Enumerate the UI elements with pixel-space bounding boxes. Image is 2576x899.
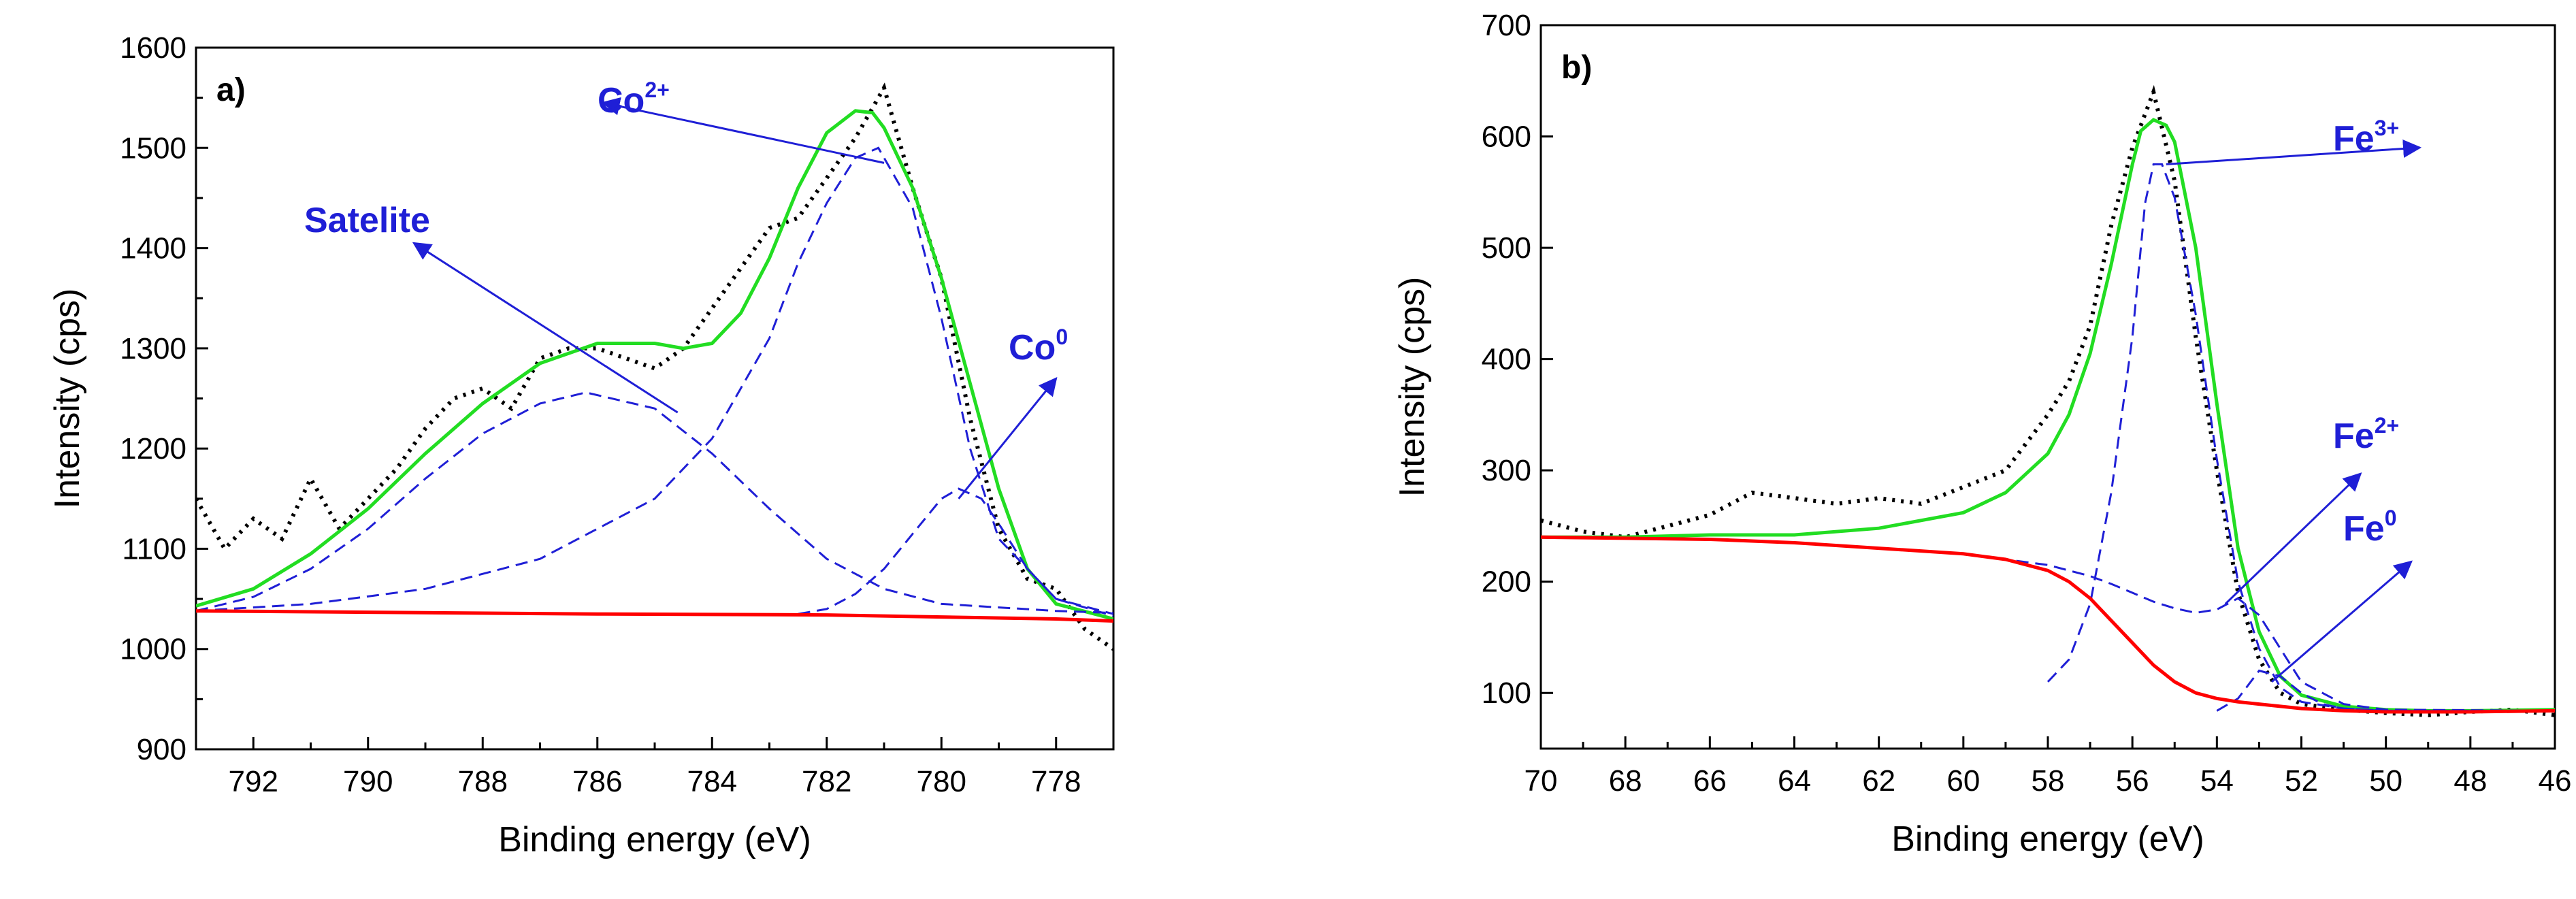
panel-b-envelope-fit <box>1541 118 2555 713</box>
panel-b-y-tick-label: 200 <box>1482 566 1531 599</box>
panel-a-y-tick-label: 1100 <box>122 532 186 566</box>
panel-a-experimental-series <box>196 82 1113 651</box>
panel-a-y-tick-label: 1600 <box>120 31 186 65</box>
panel-b-x-tick-label: 52 <box>2285 764 2318 798</box>
panel-b-y-tick-label: 500 <box>1482 231 1531 265</box>
panel-b-y-tick-label: 400 <box>1482 343 1531 376</box>
panel-b-x-tick-label: 66 <box>1693 764 1727 798</box>
panel-a-y-tick-label: 1200 <box>120 432 186 465</box>
panel-a-y-axis-title: Intensity (cps) <box>48 289 87 509</box>
panel-a-background-line <box>196 609 1113 623</box>
panel-b-x-tick-label: 50 <box>2369 764 2402 798</box>
panel-b-x-tick-label: 62 <box>1862 764 1895 798</box>
panel-a-annotation-sup-co2-: 2+ <box>645 78 669 102</box>
panel-a-x-tick-label: 778 <box>1031 765 1081 798</box>
panel-a-x-tick-label: 780 <box>917 765 966 798</box>
panel-a-y-tick-label: 1000 <box>120 633 186 666</box>
panel-b-chart: 70 68 66 64 62 60 58 56 54 52 50 48 46 100 200 300 400 50… <box>1392 9 2571 859</box>
panel-b-experimental-series <box>1541 84 2555 717</box>
panel-b-y-tick-label: 300 <box>1482 454 1531 487</box>
panel-a-x-tick-label: 782 <box>802 765 851 798</box>
panel-a-chart: 792 790 788 786 784 782 780 778 900 1000 1100 1200 1… <box>48 31 1115 860</box>
panel-a-x-tick-label: 792 <box>229 765 278 798</box>
panel-b-plot-frame <box>1539 24 2556 750</box>
panel-b-y-tick-label: 700 <box>1482 9 1531 42</box>
panel-b-component-fe2- <box>1541 536 2555 712</box>
panel-a-series-group <box>196 82 1113 651</box>
panel-b-x-tick-label: 48 <box>2453 764 2487 798</box>
panel-a-arrow-co2- <box>601 97 885 164</box>
panel-b-annotation-fe2-: Fe2+ <box>2333 413 2399 456</box>
panel-a-annotation-co0: Co0 <box>1009 325 1068 367</box>
panel-a-y-tick-label: 900 <box>137 733 186 766</box>
panel-b-arrow-fe2- <box>2224 472 2362 605</box>
panel-b-y-tick-label: 100 <box>1482 676 1531 710</box>
panel-a-arrow-satelite <box>412 242 679 414</box>
panel-a-x-tick-label: 790 <box>343 765 393 798</box>
panel-a-component-co0 <box>798 487 1113 617</box>
panel-b-annotation-sup-fe2-: 2+ <box>2375 413 2399 438</box>
panel-b-x-tick-label: 70 <box>1525 764 1558 798</box>
panel-b-x-tick-label: 56 <box>2116 764 2149 798</box>
panel-a-x-axis-title: Binding energy (eV) <box>498 820 811 860</box>
panel-b-x-tick-label: 54 <box>2200 764 2234 798</box>
panel-a-envelope-fit <box>196 109 1113 621</box>
panel-b-label: b) <box>1561 50 1592 86</box>
panel-a-y-tick-label: 1500 <box>120 131 186 165</box>
panel-b-y-axis-title: Intensity (cps) <box>1392 277 1432 497</box>
panel-a-arrow-co0 <box>958 376 1058 500</box>
panel-b-arrow-fe0 <box>2271 560 2413 683</box>
panel-b-component-fe3- <box>2047 163 2555 712</box>
panel-b-x-tick-label: 64 <box>1778 764 1811 798</box>
panel-b-series-group <box>1541 84 2555 717</box>
panel-b-y-tick-label: 600 <box>1482 120 1531 154</box>
panel-b-x-tick-label: 60 <box>1946 764 1980 798</box>
panel-b-x-axis-title: Binding energy (eV) <box>1891 819 2204 859</box>
panel-a-annotation-sup-co0: 0 <box>1056 325 1068 349</box>
panel-b-background-line <box>1541 535 2555 714</box>
panel-b-x-tick-label: 68 <box>1609 764 1642 798</box>
panel-a-annotation-satelite: Satelite <box>304 201 430 240</box>
panel-a-component-satelite <box>196 391 1113 615</box>
panel-a-y-tick-label: 1400 <box>120 232 186 265</box>
panel-a-y-tick-label: 1300 <box>120 332 186 365</box>
panel-a-x-tick-label: 784 <box>687 765 737 798</box>
panel-b-annotation-sup-fe0: 0 <box>2385 506 2397 530</box>
panel-b-x-tick-label: 58 <box>2032 764 2065 798</box>
panel-a-component-co2- <box>196 146 1113 615</box>
panel-b-x-tick-label: 46 <box>2539 764 2572 798</box>
panel-b-annotation-fe0: Fe0 <box>2343 506 2396 549</box>
panel-b-arrow-fe3- <box>2166 140 2422 165</box>
panel-a-x-tick-label: 786 <box>572 765 622 798</box>
panel-a-x-tick-label: 788 <box>458 765 508 798</box>
panel-b-annotation-sup-fe3-: 3+ <box>2375 116 2399 140</box>
panel-a-label: a) <box>216 72 246 108</box>
panel-b-annotation-fe3-: Fe3+ <box>2333 116 2399 159</box>
